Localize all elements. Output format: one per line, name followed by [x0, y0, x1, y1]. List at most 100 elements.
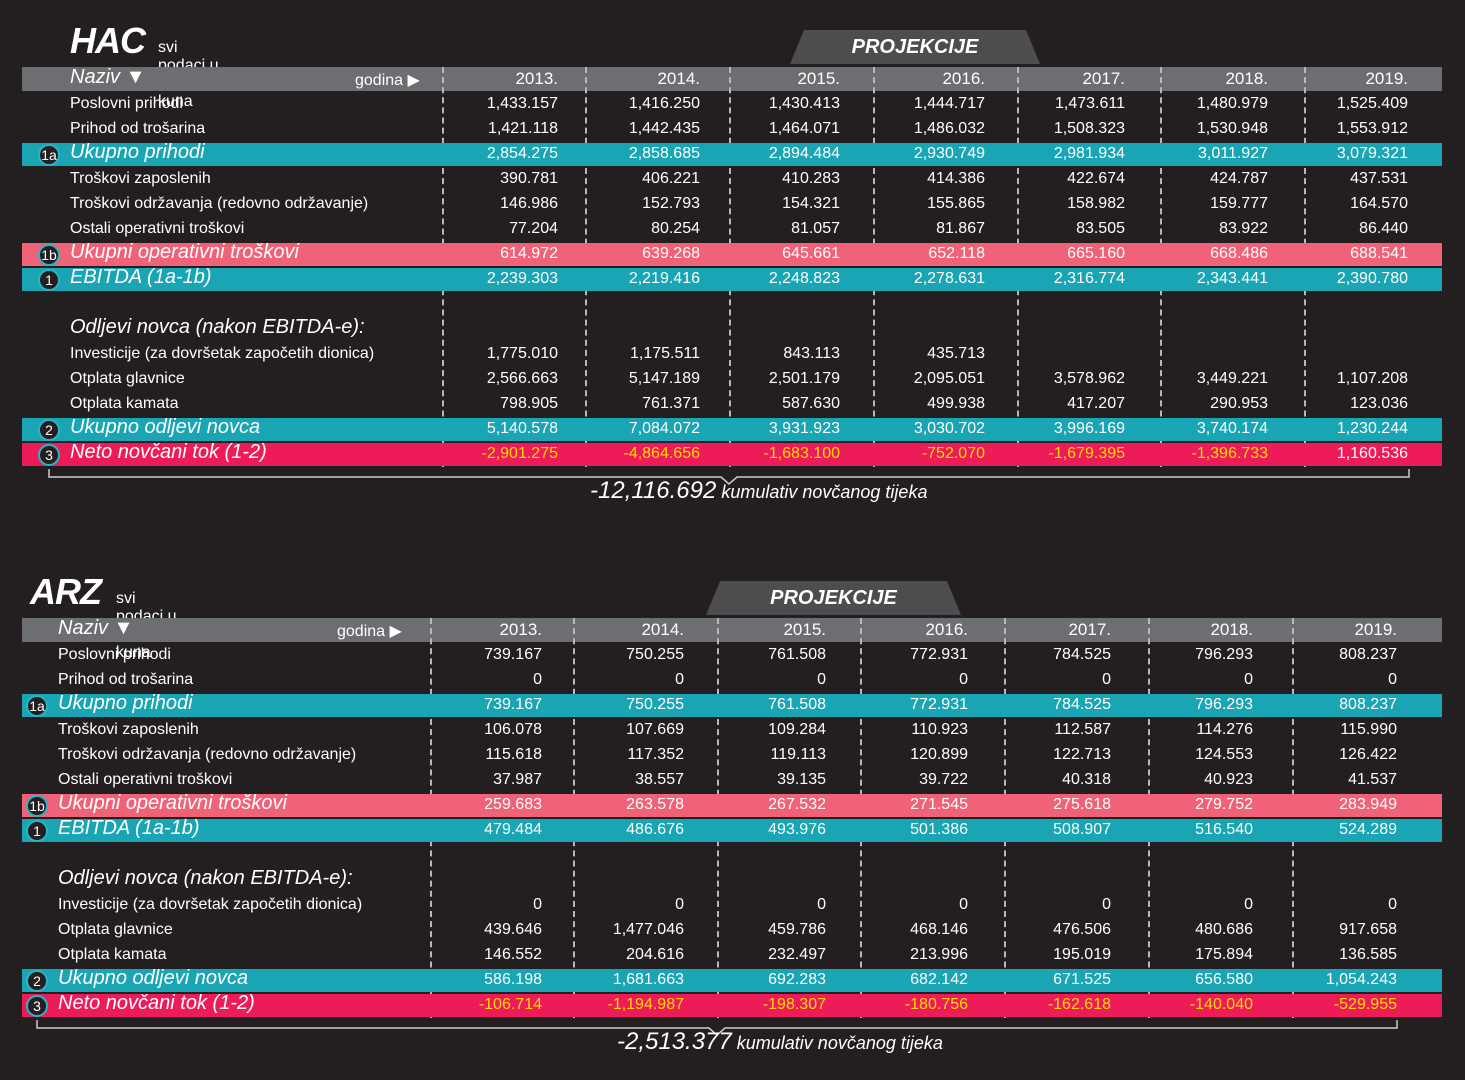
- row-badge: 3: [26, 995, 48, 1017]
- godina-header[interactable]: godina ▶: [355, 72, 420, 89]
- table-cell: 232.497: [768, 946, 826, 963]
- table-cell: 158.982: [1067, 195, 1125, 212]
- row-label: Otplata glavnice: [58, 921, 173, 938]
- total-row-bg: [22, 994, 1442, 1017]
- year-header: 2019.: [1365, 69, 1408, 88]
- row-badge: 2: [38, 419, 60, 441]
- year-header: 2014.: [657, 69, 700, 88]
- total-row-bg: [22, 819, 1442, 842]
- table-cell: 772.931: [910, 696, 968, 713]
- table-cell: 739.167: [484, 696, 542, 713]
- table-cell: 0: [1102, 896, 1111, 913]
- total-row-bg: [22, 268, 1442, 291]
- table-cell: 493.976: [768, 821, 826, 838]
- table-cell: 2,219.416: [628, 270, 700, 287]
- table-cell: 796.293: [1195, 696, 1253, 713]
- table-cell: 424.787: [1210, 170, 1268, 187]
- table-cell: 761.508: [768, 646, 826, 663]
- table-cell: 614.972: [500, 245, 558, 262]
- table-cell: 1,054.243: [1325, 971, 1397, 988]
- table-cell: 772.931: [910, 646, 968, 663]
- table-cell: 263.578: [626, 796, 684, 813]
- year-header: 2013.: [515, 69, 558, 88]
- table-cell: 0: [1388, 671, 1397, 688]
- row-label: EBITDA (1a-1b): [58, 817, 200, 839]
- year-header: 2016.: [925, 620, 968, 639]
- table-cell: 480.686: [1195, 921, 1253, 938]
- table-cell: 109.284: [768, 721, 826, 738]
- table-cell: 1,525.409: [1336, 95, 1408, 112]
- table-cell: 146.552: [484, 946, 542, 963]
- table-cell: 508.907: [1053, 821, 1111, 838]
- column-divider: [1148, 618, 1150, 1018]
- row-badge: 3: [38, 444, 60, 466]
- table-cell: 146.986: [500, 195, 558, 212]
- row-label: Ukupno prihodi: [58, 692, 193, 714]
- row-label: Otplata kamata: [58, 946, 167, 963]
- row-label: Investicije (za dovršetak započetih dion…: [70, 345, 375, 362]
- table-cell: 2,930.749: [913, 145, 985, 162]
- table-cell: 1,477.046: [612, 921, 684, 938]
- table-cell: 808.237: [1339, 646, 1397, 663]
- table-cell: -180.756: [904, 996, 968, 1013]
- year-header: 2017.: [1082, 69, 1125, 88]
- table-cell: 1,230.244: [1336, 420, 1408, 437]
- row-label: Otplata glavnice: [70, 370, 185, 387]
- table-cell: 2,501.179: [768, 370, 840, 387]
- row-label: Ukupno odljevi novca: [58, 967, 249, 989]
- table-cell: 136.585: [1339, 946, 1397, 963]
- table-cell: 1,508.323: [1053, 120, 1125, 137]
- table-cell: 587.630: [782, 395, 840, 412]
- table-cell: -529.955: [1333, 996, 1397, 1013]
- table-cell: 3,740.174: [1196, 420, 1268, 437]
- table-cell: 665.160: [1067, 245, 1125, 262]
- table-cell: 81.057: [791, 220, 840, 237]
- year-header: 2019.: [1354, 620, 1397, 639]
- table-cell: 645.661: [782, 245, 840, 262]
- year-header: 2014.: [641, 620, 684, 639]
- table-cell: 41.537: [1348, 771, 1397, 788]
- godina-header[interactable]: godina ▶: [337, 623, 402, 640]
- table-cell: 3,578.962: [1053, 370, 1125, 387]
- table-cell: 0: [1244, 896, 1253, 913]
- table-cell: 1,775.010: [486, 345, 558, 362]
- naziv-header[interactable]: Naziv ▼: [58, 617, 134, 639]
- row-label: Ukupno prihodi: [70, 141, 205, 163]
- table-cell: 410.283: [782, 170, 840, 187]
- total-row-bg: [22, 243, 1442, 266]
- table-cell: 120.899: [910, 746, 968, 763]
- table-cell: 3,931.923: [768, 420, 840, 437]
- row-label: Neto novčani tok (1-2): [70, 441, 267, 463]
- row-label: Ukupni operativni troškovi: [70, 241, 299, 263]
- table-cell: 688.541: [1350, 245, 1408, 262]
- table-cell: 80.254: [651, 220, 700, 237]
- table-cell: 1,421.118: [488, 120, 558, 137]
- table-cell: 86.440: [1359, 220, 1408, 237]
- table-cell: -140.040: [1189, 996, 1253, 1013]
- year-header: 2015.: [797, 69, 840, 88]
- table-cell: 437.531: [1350, 170, 1408, 187]
- cumulative-label: kumulativ novčanog tijeka: [721, 482, 928, 502]
- table-cell: 175.894: [1195, 946, 1253, 963]
- naziv-header[interactable]: Naziv ▼: [70, 66, 146, 88]
- table-cell: 154.321: [782, 195, 840, 212]
- row-label: Prihod od trošarina: [58, 671, 194, 688]
- table-cell: 77.204: [509, 220, 558, 237]
- table-cell: 1,486.032: [913, 120, 985, 137]
- year-header: 2017.: [1068, 620, 1111, 639]
- table-cell: 516.540: [1195, 821, 1253, 838]
- table-cell: 479.484: [484, 821, 542, 838]
- table-cell: 652.118: [928, 245, 985, 262]
- table-cell: 1,175.511: [630, 345, 700, 362]
- table-cell: -1,194.987: [607, 996, 684, 1013]
- table-cell: 39.722: [919, 771, 968, 788]
- table-cell: -2,901.275: [481, 445, 558, 462]
- table-cell: 784.525: [1053, 646, 1111, 663]
- table-cell: 0: [959, 671, 968, 688]
- column-divider: [873, 67, 875, 467]
- table-cell: 267.532: [768, 796, 826, 813]
- row-label: Ostali operativni troškovi: [58, 771, 233, 788]
- cumulative-bracket: [36, 1020, 1398, 1036]
- table-cell: 476.506: [1053, 921, 1111, 938]
- column-divider: [729, 67, 731, 467]
